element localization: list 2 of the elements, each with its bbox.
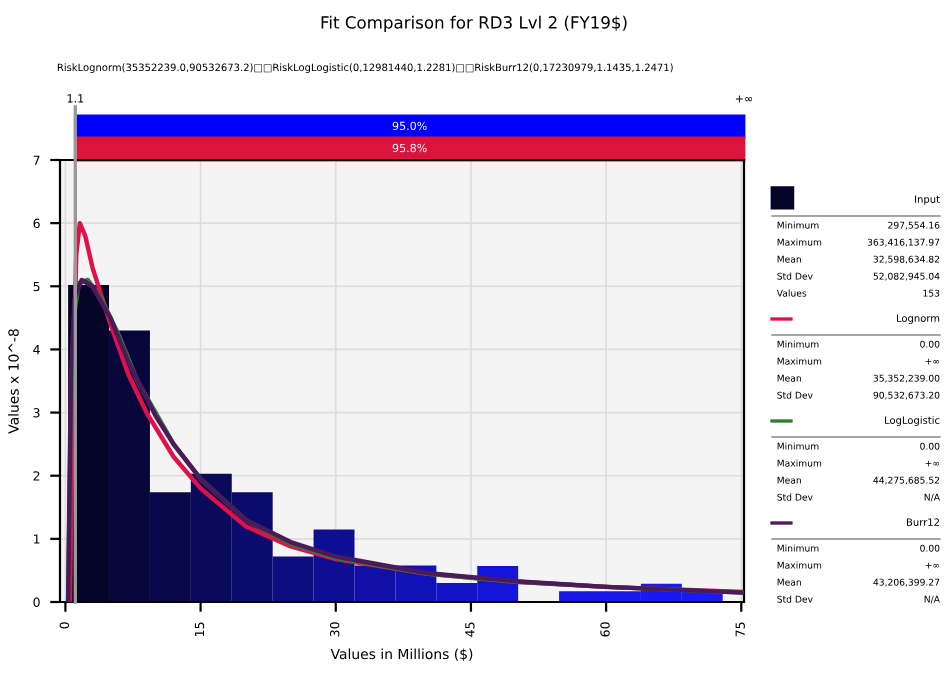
chart-title: Fit Comparison for RD3 Lvl 2 (FY19$) — [321, 15, 627, 32]
line-series — [65, 277, 744, 602]
